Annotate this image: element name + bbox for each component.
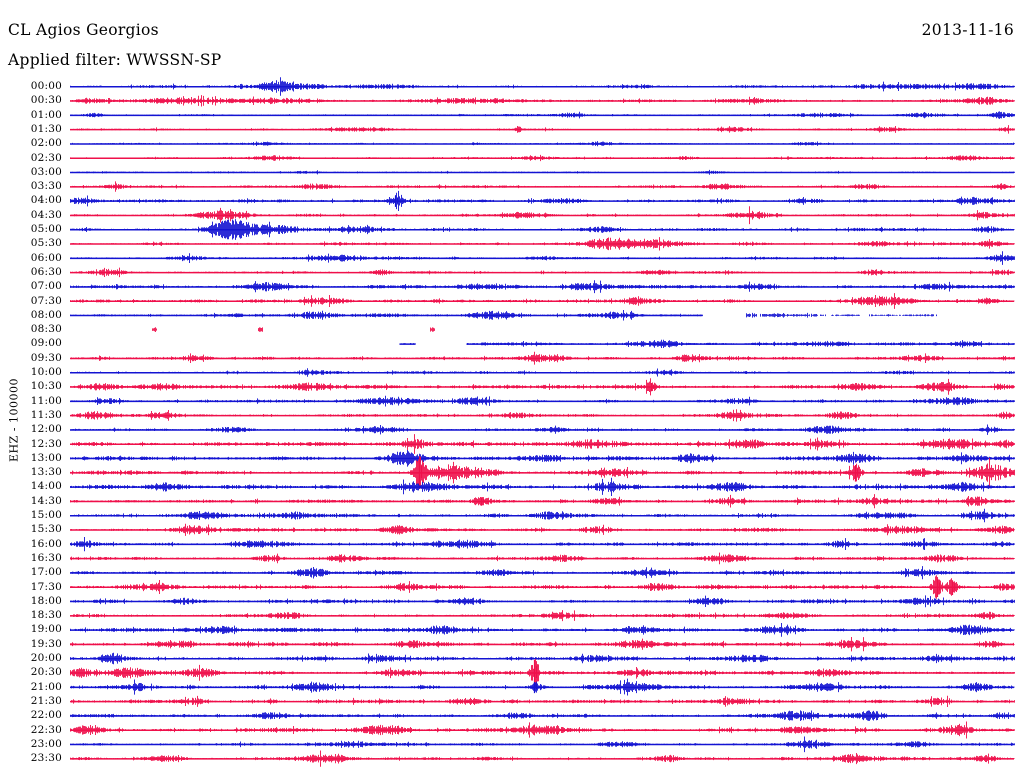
seismogram-traces	[0, 0, 1024, 780]
helicorder-screen: CL Agios Georgios 2013-11-16 Applied fil…	[0, 0, 1024, 780]
